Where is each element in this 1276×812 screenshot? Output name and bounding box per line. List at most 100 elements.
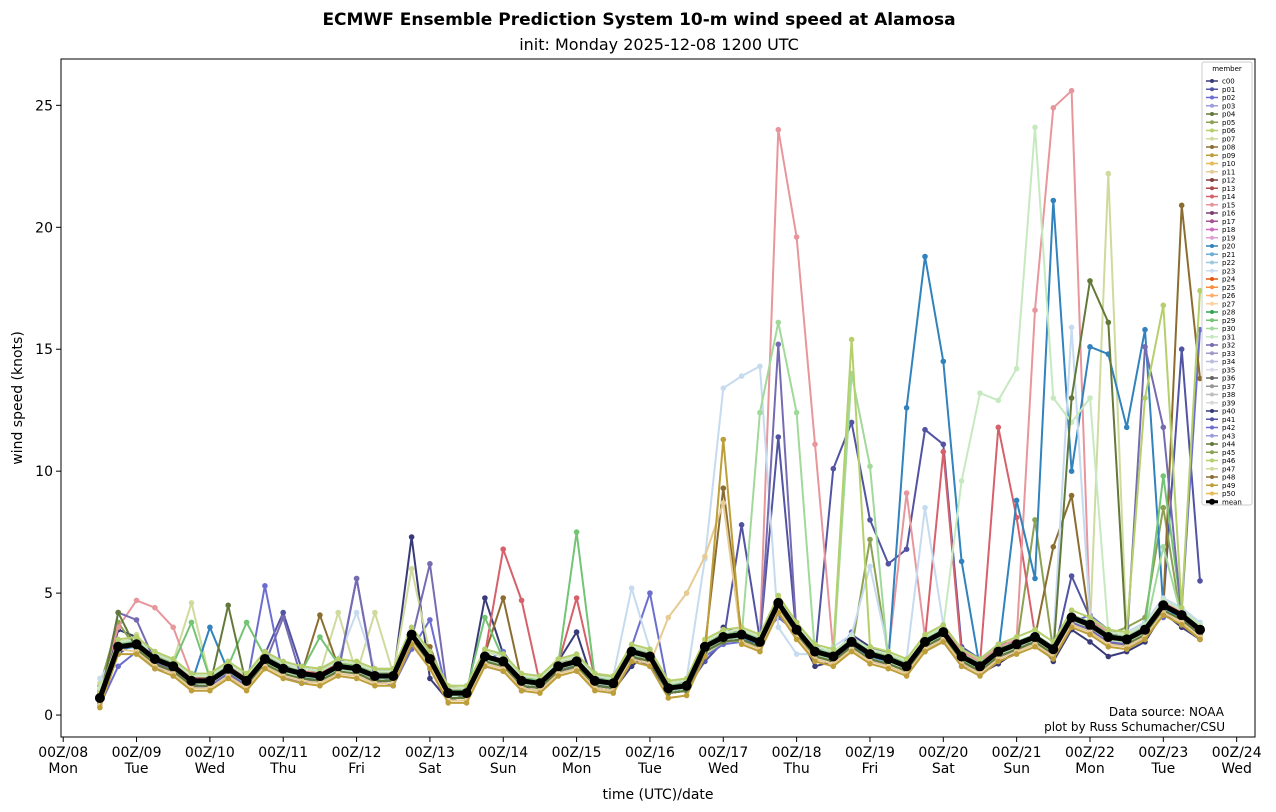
credit-plot-author: plot by Russ Schumacher/CSU <box>1044 720 1225 734</box>
legend-label: p06 <box>1222 127 1236 135</box>
legend-label: p48 <box>1222 474 1235 482</box>
legend-label: p43 <box>1222 432 1235 440</box>
mean-point <box>1158 600 1169 611</box>
legend-marker <box>1210 211 1214 215</box>
point-c00 <box>427 675 433 682</box>
legend-item-p39: p39 <box>1206 399 1235 407</box>
point-p44 <box>115 609 121 616</box>
point-p02 <box>262 583 268 589</box>
legend-item-p40: p40 <box>1206 408 1235 416</box>
legend-item-p02: p02 <box>1206 94 1235 102</box>
point-p07 <box>188 600 195 606</box>
legend-item-p07: p07 <box>1206 135 1235 143</box>
legend-item-p06: p06 <box>1206 127 1236 135</box>
mean-point <box>314 671 325 681</box>
legend-label: p10 <box>1222 160 1235 168</box>
point-p49 <box>372 683 378 689</box>
point-p49 <box>537 690 543 696</box>
point-p49 <box>207 687 213 694</box>
point-p14 <box>573 595 580 601</box>
point-p32 <box>353 575 360 582</box>
point-p01 <box>280 609 287 616</box>
point-p46 <box>628 641 635 648</box>
point-p49 <box>830 663 837 670</box>
y-tick-label: 15 <box>35 342 53 358</box>
point-p23 <box>628 585 635 591</box>
legend-marker <box>1210 252 1214 257</box>
mean-point <box>718 632 729 642</box>
legend-item-p36: p36 <box>1206 375 1236 383</box>
legend-marker <box>1210 95 1214 100</box>
x-tick-label: 00Z/20 Sat <box>918 745 968 777</box>
point-p31 <box>977 390 983 396</box>
legend-label: p31 <box>1222 333 1235 341</box>
point-p02 <box>647 590 653 596</box>
point-p46 <box>592 670 598 677</box>
point-p49 <box>518 687 525 694</box>
y-axis: 0 5 10 15 20 25 <box>35 98 61 724</box>
point-p49 <box>867 661 873 667</box>
mean-point <box>241 675 252 686</box>
point-p46 <box>1197 287 1203 294</box>
point-p49 <box>280 675 287 682</box>
legend-label: p26 <box>1222 292 1236 300</box>
legend-item-p38: p38 <box>1206 391 1235 399</box>
mean-point <box>1085 619 1095 630</box>
mean-point <box>369 671 380 681</box>
legend-marker <box>1210 384 1214 389</box>
point-p49 <box>188 687 195 694</box>
point-p46 <box>537 673 543 679</box>
x-tick-label: 00Z/21 Sun <box>992 745 1042 777</box>
point-p46 <box>775 592 782 599</box>
member-series-layer <box>97 87 1203 711</box>
point-p29 <box>573 529 580 535</box>
point-p44 <box>1105 319 1112 326</box>
point-p23 <box>793 651 800 657</box>
legend-label: p15 <box>1222 201 1235 209</box>
point-p32 <box>280 614 287 621</box>
point-p20 <box>1123 424 1130 431</box>
legend-item-p28: p28 <box>1206 309 1235 317</box>
point-p15 <box>903 490 910 496</box>
legend-marker <box>1210 112 1214 116</box>
point-p01 <box>848 419 855 426</box>
legend-item-p48: p48 <box>1206 474 1235 482</box>
legend-marker <box>1210 277 1214 281</box>
mean-point <box>1048 644 1059 655</box>
legend-item-p30: p30 <box>1206 325 1235 333</box>
legend-label: p05 <box>1222 119 1235 127</box>
legend-marker <box>1210 491 1214 496</box>
x-tick-label: 00Z/23 Tue <box>1138 745 1188 777</box>
point-p20 <box>1087 344 1093 350</box>
mean-point <box>736 629 747 640</box>
legend-label: p35 <box>1222 366 1235 374</box>
point-p23 <box>867 563 873 570</box>
point-p44 <box>1068 395 1075 401</box>
legend-label: p28 <box>1222 309 1235 317</box>
series-c00 <box>97 534 1203 704</box>
point-c00 <box>408 534 415 540</box>
x-tick-label: 00Z/14 Sun <box>478 745 528 777</box>
mean-point <box>754 636 765 647</box>
mean-point <box>1066 612 1077 623</box>
point-p49 <box>1013 651 1020 657</box>
legend-marker <box>1210 475 1214 479</box>
point-p46 <box>1105 626 1112 633</box>
point-p49 <box>390 683 397 689</box>
point-p49 <box>848 648 855 655</box>
legend-item-p09: p09 <box>1206 152 1235 160</box>
point-p30 <box>793 409 800 416</box>
legend-marker <box>1210 483 1214 488</box>
legend-marker <box>1210 376 1214 380</box>
mean-point <box>168 661 179 672</box>
point-p08 <box>1050 544 1057 550</box>
point-p08 <box>1197 375 1203 382</box>
mean-point <box>113 641 124 652</box>
legend-marker <box>1210 244 1214 248</box>
legend-label: mean <box>1222 498 1242 506</box>
point-p32 <box>1160 424 1167 431</box>
x-tick-label: 00Z/10 Wed <box>185 745 235 777</box>
mean-point <box>461 688 472 699</box>
legend-marker <box>1210 334 1214 339</box>
